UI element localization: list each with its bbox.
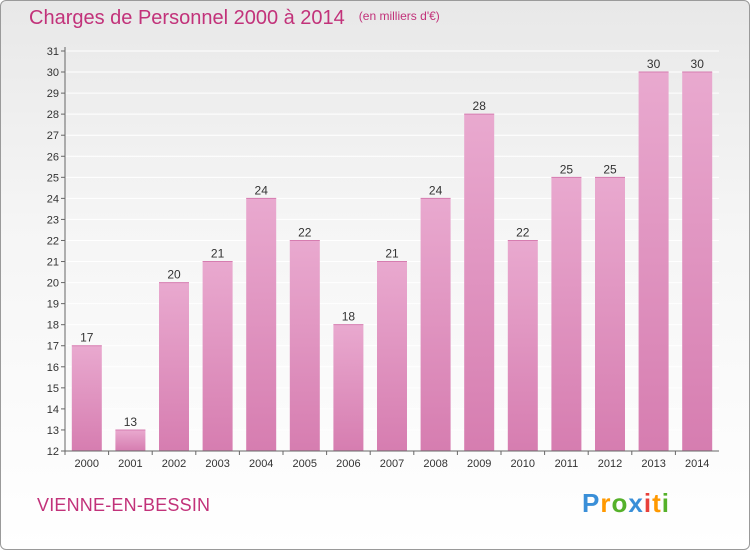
title-text: Charges de Personnel 2000 à 2014 (29, 7, 345, 29)
logo-letter: o (611, 488, 629, 518)
logo-letter: i (643, 488, 653, 518)
y-tick-label: 26 (47, 151, 59, 163)
y-tick-label: 22 (47, 235, 59, 247)
y-tick-label: 18 (47, 320, 59, 332)
value-label-2014: 30 (691, 57, 705, 71)
chart-title: Charges de Personnel 2000 à 2014 (en mill… (29, 7, 440, 30)
bar-2002 (159, 282, 189, 451)
logo-letter: r (600, 488, 612, 518)
y-tick-label: 20 (47, 278, 59, 290)
value-label-2001: 13 (124, 415, 138, 429)
y-tick-label: 17 (47, 341, 59, 353)
bar-2012 (595, 177, 625, 451)
x-tick-label-2005: 2005 (293, 458, 317, 470)
y-tick-label: 14 (47, 404, 59, 416)
y-tick-label: 16 (47, 362, 59, 374)
y-tick-label: 29 (47, 88, 59, 100)
x-tick-label-2008: 2008 (423, 458, 447, 470)
x-tick-label-2001: 2001 (118, 458, 142, 470)
value-label-2010: 22 (516, 225, 530, 239)
y-tick-label: 12 (47, 446, 59, 458)
x-tick-label-2006: 2006 (336, 458, 360, 470)
x-tick-label-2009: 2009 (467, 458, 491, 470)
y-tick-label: 27 (47, 130, 59, 142)
bar-2007 (377, 261, 407, 451)
bar-2000 (71, 345, 102, 451)
y-tick-label: 24 (47, 193, 59, 205)
value-label-2006: 18 (342, 310, 356, 324)
value-label-2003: 21 (211, 247, 225, 261)
bars: 17 13 20 21 24 22 18 21 24 28 22 25 25 30 30 (71, 57, 713, 451)
y-tick-label: 30 (47, 67, 59, 79)
value-label-2009: 28 (473, 99, 487, 113)
logo-letter: t (652, 488, 662, 518)
commune-name: VIENNE-EN-BESSIN (37, 495, 211, 515)
bar-2005 (289, 240, 320, 451)
x-tick-label-2007: 2007 (380, 458, 404, 470)
bar-2006 (333, 324, 364, 451)
y-tick-label: 15 (47, 383, 59, 395)
bar-2003 (202, 261, 233, 451)
y-tick-label: 28 (47, 109, 59, 121)
x-tick-label-2003: 2003 (205, 458, 229, 470)
x-tick-label-2000: 2000 (75, 458, 99, 470)
y-tick-label: 21 (47, 257, 59, 269)
logo-letter: P (582, 488, 601, 518)
y-tick-label: 19 (47, 299, 59, 311)
proxiti-logo: Proxiti (582, 488, 670, 519)
bar-2008 (420, 198, 451, 451)
bar-2013 (638, 72, 669, 451)
x-tick-label-2011: 2011 (555, 458, 579, 470)
value-label-2007: 21 (385, 247, 399, 261)
x-tick-label-2014: 2014 (685, 458, 709, 470)
value-label-2008: 24 (429, 183, 443, 197)
x-tick-label-2012: 2012 (598, 458, 622, 470)
logo-letter: i (661, 488, 670, 518)
y-tick-label: 31 (47, 46, 59, 58)
unit-subtitle: (en milliers d'€) (358, 9, 440, 23)
value-label-2011: 25 (560, 162, 574, 176)
bar-2011 (551, 177, 582, 451)
y-tick-label: 25 (47, 172, 59, 184)
bar-2014 (682, 72, 713, 451)
value-label-2002: 20 (167, 268, 181, 282)
x-tick-label-2010: 2010 (511, 458, 535, 470)
value-label-2004: 24 (255, 183, 269, 197)
bar-2010 (507, 240, 538, 451)
bar-2001 (115, 429, 146, 451)
y-tick-label: 13 (47, 425, 59, 437)
y-tick-label: 23 (47, 214, 59, 226)
x-tick-label-2013: 2013 (641, 458, 665, 470)
value-label-2005: 22 (298, 225, 312, 239)
logo-letter: x (628, 488, 644, 518)
value-label-2012: 25 (603, 162, 617, 176)
value-label-2013: 30 (647, 57, 661, 71)
bar-2004 (246, 198, 277, 451)
x-tick-label-2002: 2002 (162, 458, 186, 470)
value-label-2000: 17 (80, 331, 94, 345)
x-tick-label-2004: 2004 (249, 458, 273, 470)
axes: 12 13 14 15 16 17 18 19 20 21 22 23 24 25 26 27 28 29 30 31… (47, 46, 719, 470)
bar-2009 (464, 114, 495, 451)
